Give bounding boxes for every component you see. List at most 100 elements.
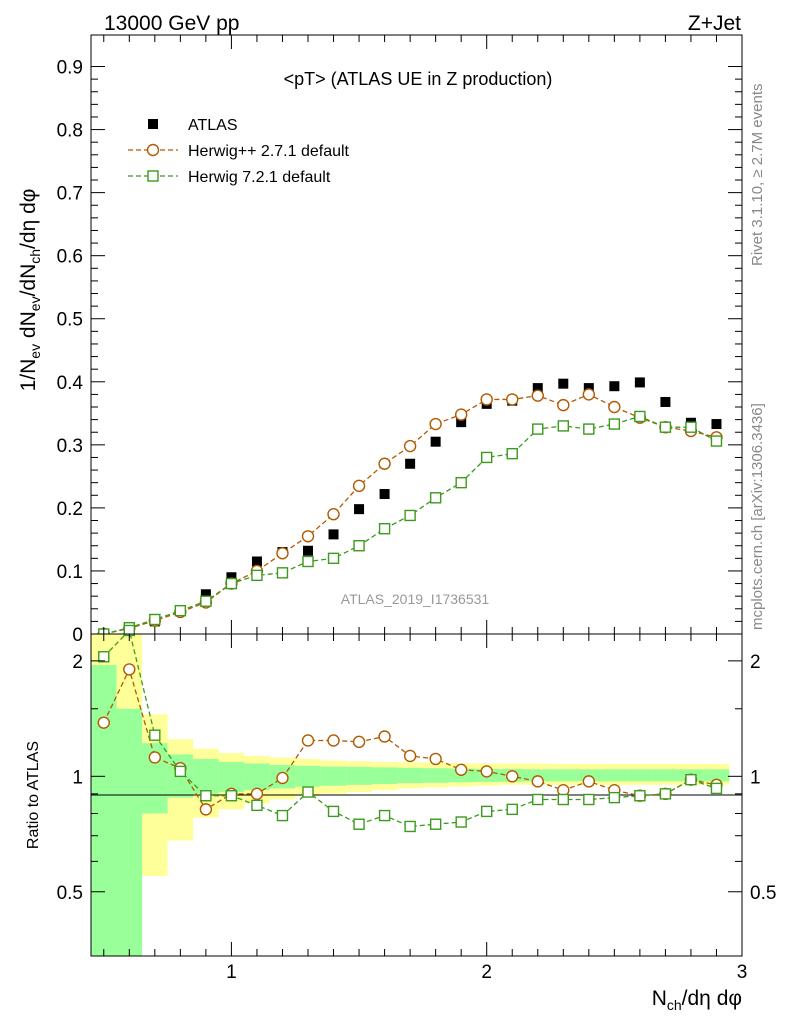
main-s0-point-10 (354, 504, 365, 515)
ratio-ytick-label: 1 (72, 767, 83, 788)
ratio-series-layer (97, 624, 723, 833)
main-title: <pT> (ATLAS UE in Z production) (284, 69, 553, 89)
main-s2-point-24 (710, 435, 723, 447)
main-s1-point-10 (352, 479, 366, 493)
x-axis-label: Nch/dη dφ (652, 987, 742, 1013)
main-s2-point-13 (429, 492, 442, 504)
ratio-band-inner-18 (550, 769, 577, 782)
ratio-s1-point-13 (429, 818, 442, 830)
ratio-s0-point-2 (148, 751, 162, 764)
ratio-s0-point-12 (403, 749, 417, 763)
ratio-ytick-label-right: 1 (750, 767, 761, 788)
main-ytick-label: 0.2 (57, 499, 83, 520)
main-s2-point-12 (404, 509, 416, 522)
main-s2-point-11 (378, 523, 391, 535)
ratio-s1-point-8 (302, 786, 314, 798)
ratio-band-inner-0 (91, 665, 117, 956)
ratio-ytick-label: 2 (72, 652, 83, 673)
main-s2-point-3 (174, 604, 187, 617)
ratio-s0-point-6 (250, 787, 264, 801)
ratio-s0-point-16 (506, 770, 519, 783)
main-y-axis-label: 1/Nev dNev/dNch/dη dφ (17, 189, 43, 392)
main-s2-point-21 (634, 410, 646, 423)
ratio-plot-frame (90, 633, 743, 957)
main-s2-point-17 (532, 423, 544, 435)
ratio-band-inner-11 (371, 767, 398, 784)
main-s0-point-14 (456, 417, 467, 428)
ratio-plot: 0.5 0.5 1 1 2 2 1 2 3 Ratio to ATLAS Nch/dη dφ (25, 624, 776, 1013)
legend-label-1: Herwig++ 2.7.1 default (188, 143, 350, 160)
ratio-s1-point-4 (200, 790, 212, 802)
main-s1-point-11 (378, 457, 391, 470)
main-ytick-label: 0.6 (57, 247, 83, 268)
ratio-s0-point-1 (123, 663, 136, 676)
ratio-s0-point-10 (352, 735, 366, 749)
main-s0-point-12 (405, 458, 416, 469)
ratio-s0-point-13 (429, 752, 442, 766)
main-ytick-label: 0 (72, 625, 83, 646)
ratio-s0-point-15 (480, 765, 493, 778)
ratio-series-1 (98, 624, 723, 833)
ratio-s1-point-9 (327, 805, 340, 818)
main-s1-point-7 (276, 547, 289, 560)
ratio-s1-point-5 (225, 790, 238, 802)
ratio-s0-point-8 (301, 734, 315, 747)
main-s0-point-24 (711, 419, 722, 430)
main-s0-point-18 (558, 378, 569, 389)
main-s0-point-19 (583, 383, 594, 394)
ratio-s0-point-19 (582, 775, 596, 788)
ratio-band-inner-13 (422, 768, 449, 783)
legend-label-0: ATLAS (188, 117, 238, 134)
ratio-s1-point-21 (634, 790, 646, 802)
main-s0-point-8 (303, 545, 313, 556)
main-s2-point-8 (302, 555, 314, 568)
main-ytick-label: 0.5 (57, 310, 83, 331)
main-s2-point-7 (276, 567, 289, 579)
main-s0-point-11 (379, 489, 390, 500)
legend-marker-point-0 (148, 119, 158, 129)
ratio-band-inner-21 (627, 769, 653, 782)
main-s2-point-16 (506, 447, 518, 460)
main-s2-point-20 (608, 418, 621, 430)
energy-label: 13000 GeV pp (104, 12, 239, 35)
main-s2-point-6 (251, 569, 263, 582)
ratio-ytick-label-right: 0.5 (750, 883, 776, 904)
ratio-s1-point-17 (532, 793, 544, 806)
ratio-band-inner-1 (116, 708, 143, 956)
main-s1-point-17 (531, 389, 544, 402)
main-s2-point-4 (200, 595, 212, 607)
main-ytick-label: 0.3 (57, 436, 83, 457)
ratio-ytick-label-right: 2 (750, 652, 761, 673)
ratio-s1-point-2 (149, 729, 161, 741)
ratio-s1-point-6 (251, 799, 263, 812)
rivet-label: Rivet 3.1.10, ≥ 2.7M events (749, 84, 766, 267)
main-s0-point-13 (430, 436, 441, 447)
mcplots-label: mcplots.cern.ch [arXiv:1306.3436] (749, 403, 766, 630)
main-s1-point-13 (429, 417, 442, 431)
ratio-band-inner-22 (652, 769, 679, 782)
ratio-s1-point-22 (659, 788, 672, 800)
main-s1-point-20 (608, 400, 621, 414)
main-s2-point-9 (327, 552, 340, 565)
watermark: ATLAS_2019_I1736531 (341, 591, 490, 607)
ratio-axes-layer: 0.5 0.5 1 1 2 2 1 2 3 (57, 634, 776, 983)
main-s2-point-10 (353, 540, 365, 552)
main-s0-point-20 (609, 381, 620, 392)
ratio-xtick-label: 1 (226, 962, 237, 983)
ratio-s0-point-7 (276, 771, 289, 785)
main-s2-point-15 (481, 451, 493, 464)
ratio-band-inner-24 (703, 769, 730, 782)
main-s2-point-18 (557, 420, 569, 432)
ratio-s1-point-23 (685, 773, 697, 786)
main-s2-point-2 (149, 613, 161, 626)
main-s2-point-5 (225, 577, 238, 590)
legend-marker-point-2 (147, 170, 159, 182)
main-s2-point-22 (659, 421, 672, 433)
main-s1-point-8 (301, 530, 315, 543)
ratio-s1-point-18 (557, 793, 569, 806)
ratio-s0-point-9 (327, 734, 340, 747)
main-ytick-label: 0.4 (57, 373, 84, 394)
ratio-s1-point-0 (98, 651, 110, 663)
ratio-s1-point-12 (404, 820, 416, 833)
